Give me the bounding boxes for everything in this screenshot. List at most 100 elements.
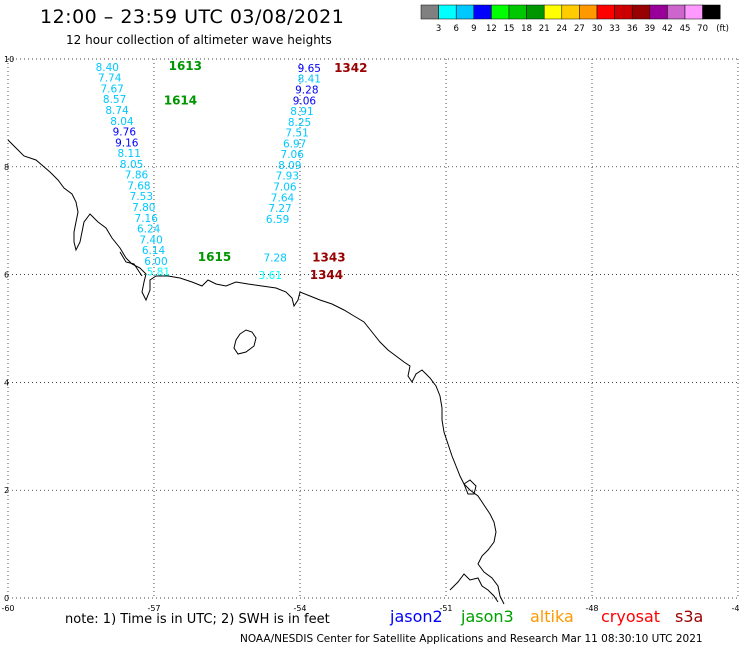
- lon-tick-label: -48: [585, 604, 598, 613]
- legend-cryosat: cryosat: [601, 607, 661, 626]
- wave-height-value: 6.00: [144, 256, 167, 268]
- legend-swatch: [631, 4, 651, 20]
- wave-height-value: 8.04: [110, 116, 134, 128]
- coastline-mainland: [7, 139, 505, 605]
- legend-swatch: [455, 4, 475, 20]
- lat-lon-grid: [7, 58, 739, 599]
- wave-height-value: 7.28: [264, 253, 287, 265]
- wave-height-value: 8.11: [118, 148, 141, 160]
- island-southeast: [463, 479, 477, 495]
- wave-height-value: 7.53: [130, 191, 153, 203]
- wave-height-value: 7.51: [285, 128, 308, 140]
- island-mainland-bay: [449, 573, 499, 603]
- wave-height-value: 3.61: [259, 270, 282, 282]
- coastline-upper-shoreline: [119, 251, 143, 277]
- legend-bin-label: 6: [453, 24, 458, 34]
- legend-altika: altika: [530, 607, 574, 626]
- wave-height-value: 8.25: [288, 117, 311, 129]
- legend-swatch: [526, 4, 545, 20]
- legend-swatch: [702, 4, 721, 20]
- altimeter-tracks: 8.407.747.678.578.748.049.769.168.118.05…: [96, 59, 368, 282]
- wave-height-value: 6.14: [142, 245, 166, 257]
- legend-swatch: [420, 4, 439, 20]
- wave-height-value: 8.41: [298, 74, 321, 86]
- lat-tick-label: 8: [4, 163, 9, 172]
- wave-height-value: 7.64: [271, 192, 295, 204]
- track-time-label: 1615: [198, 250, 231, 264]
- wave-height-value: 9.28: [295, 84, 318, 96]
- wave-height-value: 7.06: [281, 149, 305, 161]
- track-time-label: 1613: [169, 59, 202, 73]
- lon-tick-label: -51: [439, 604, 452, 613]
- lat-tick-label: 10: [4, 55, 14, 64]
- wave-height-value: 8.09: [278, 160, 301, 172]
- island-small: [233, 329, 257, 355]
- wave-height-value: 7.40: [139, 234, 162, 246]
- legend-bin-label: 3: [436, 24, 441, 34]
- wave-height-value: 5.81: [147, 267, 170, 279]
- wave-height-value: 7.67: [100, 83, 123, 95]
- track-time-label: 1614: [164, 93, 197, 107]
- legend-bin-label: 27: [574, 24, 585, 34]
- legend-bin-label: 21: [539, 24, 550, 34]
- wave-height-value: 7.06: [273, 182, 297, 194]
- track-time-label: 1343: [312, 251, 345, 265]
- lon-tick-label: -45: [731, 604, 740, 613]
- legend-bin-label: 30: [592, 24, 603, 34]
- legend-swatch: [684, 4, 703, 20]
- legend-swatch: [649, 4, 668, 20]
- footer-note: note: 1) Time is in UTC; 2) SWH is in fe…: [65, 612, 330, 627]
- legend-unit-label: (ft): [716, 24, 729, 34]
- wave-height-value: 9.06: [293, 95, 317, 107]
- legend-bin-label: 45: [680, 24, 691, 34]
- wave-height-value: 9.65: [298, 63, 321, 75]
- legend-swatch: [438, 4, 457, 20]
- lat-tick-label: 0: [4, 594, 9, 603]
- wave-height-value: 8.57: [103, 94, 126, 106]
- legend-swatch: [667, 4, 686, 20]
- footer-credit: NOAA/NESDIS Center for Satellite Applica…: [240, 633, 703, 645]
- wave-height-value: 9.16: [115, 137, 139, 149]
- page-subtitle: 12 hour collection of altimeter wave hei…: [66, 33, 332, 47]
- legend-swatch: [579, 4, 598, 20]
- wave-height-value: 7.93: [276, 171, 299, 183]
- legend-bin-label: 15: [504, 24, 515, 34]
- wave-height-value: 7.27: [268, 203, 291, 215]
- legend-bin-label: 24: [556, 24, 567, 34]
- legend-swatch: [508, 4, 527, 20]
- wave-height-value: 6.97: [283, 138, 306, 150]
- legend-swatch: [561, 4, 580, 20]
- wave-height-value: 7.68: [127, 180, 150, 192]
- legend-bin-label: 18: [521, 24, 532, 34]
- legend-s3a: s3a: [675, 607, 704, 626]
- track-time-label: 1342: [334, 61, 367, 75]
- wave-height-value: 8.40: [96, 62, 119, 74]
- legend-swatch: [596, 4, 615, 20]
- wave-height-value: 8.05: [120, 159, 143, 171]
- legend-swatch: [543, 4, 563, 20]
- wave-height-value: 6.59: [266, 214, 289, 226]
- wave-height-value: 6.24: [137, 224, 161, 236]
- page-title: 12:00 – 23:59 UTC 03/08/2021: [40, 6, 345, 28]
- wave-height-value: 9.76: [113, 127, 137, 139]
- wave-height-value: 7.86: [125, 170, 149, 182]
- legend-swatch: [473, 4, 492, 20]
- lat-tick-label: 2: [4, 486, 9, 495]
- legend-bin-label: 42: [662, 24, 673, 34]
- lat-tick-label: 6: [4, 271, 9, 280]
- legend-bin-label: 12: [486, 24, 497, 34]
- lon-tick-label: -60: [1, 604, 14, 613]
- legend-swatch: [491, 4, 510, 20]
- wave-height-value: 7.16: [135, 213, 159, 225]
- wave-height-value: 8.74: [105, 105, 129, 117]
- color-legend: 3 6 9 12 15 18 21 24 27 30 33 36 39 42 45 70 (ft): [420, 4, 729, 34]
- legend-bin-label: 36: [627, 24, 638, 34]
- legend-bin-label: 70: [697, 24, 708, 34]
- legend-jason3: jason3: [461, 607, 514, 626]
- legend-bin-label: 33: [609, 24, 620, 34]
- legend-jason2: jason2: [390, 607, 443, 626]
- lat-tick-label: 4: [4, 378, 9, 387]
- lon-tick-label: -57: [147, 604, 160, 613]
